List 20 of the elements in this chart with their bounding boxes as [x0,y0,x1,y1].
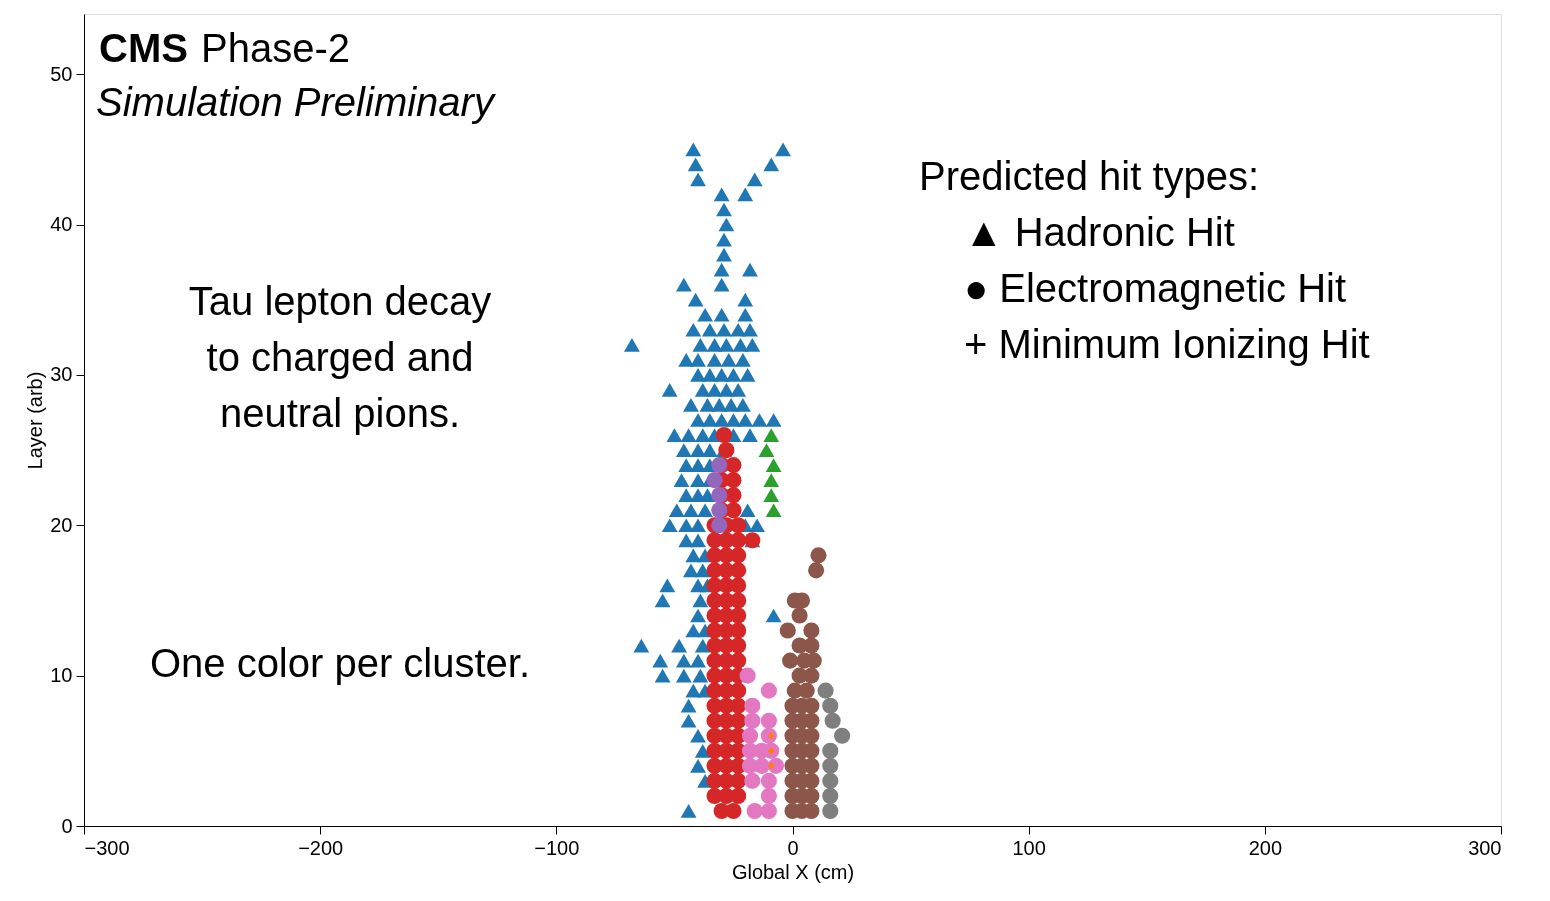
y-tick-label: 30 [50,363,73,386]
x-tick-label: −100 [534,836,580,859]
text: Simulation Preliminary [96,80,497,124]
chart-title: CMS Phase-2 [99,26,350,70]
y-axis-title: Layer (arb) [24,371,47,470]
x-tick-label: 100 [1012,836,1046,859]
x-tick-label: −200 [298,836,344,859]
x-tick-label: 200 [1248,836,1283,859]
x-tick-label: 0 [787,836,799,859]
annotation: Tau lepton decay to charged and neutral pions. [188,279,492,435]
y-tick-label: 10 [50,664,73,687]
x-tick-label: −300 [84,836,130,859]
x-tick-label: 300 [1468,836,1502,859]
y-tick-label: 40 [50,213,73,236]
annotation: One color per cluster. [149,641,531,685]
x-axis-title: Global X (cm) [731,860,855,883]
y-tick-label: 0 [61,814,73,837]
annotation: Predicted hit types: ▲ Hadronic Hit ● Electromagnetic Hit + Minimum Ionizing Hit [919,154,1370,366]
y-tick-label: 20 [50,513,73,536]
y-tick-label: 50 [50,62,73,85]
